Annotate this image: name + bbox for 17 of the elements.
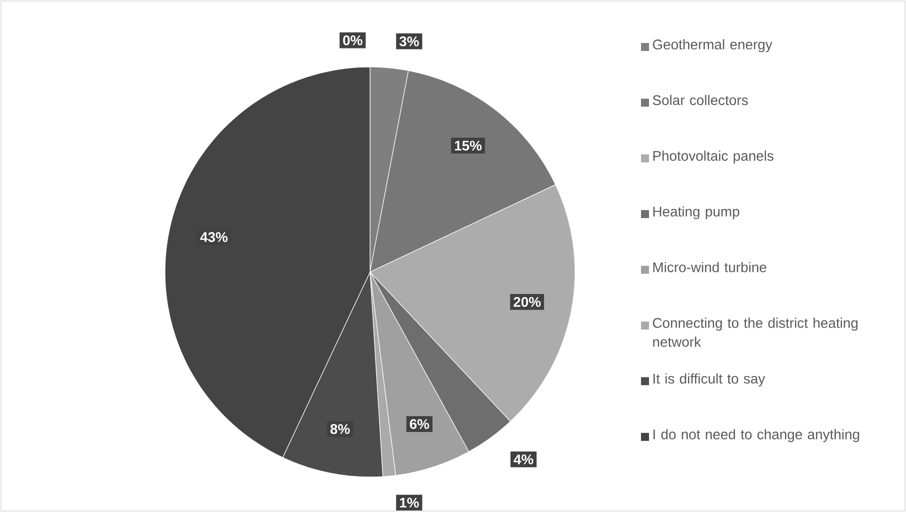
data-label: 8% [330,424,350,434]
data-label: 6% [410,419,430,429]
data-label: 3% [399,36,419,46]
legend-label: Solar collectors [652,94,748,106]
text: 0% [343,35,362,46]
legend-label: Connecting to the district heating network [652,318,858,347]
data-label: 43% [200,232,228,242]
legend-label: It is difficult to say [653,373,766,386]
data-label: 15% [454,140,482,151]
legend-label: I do not need to change anything [653,429,860,442]
data-label: 1% [400,498,419,508]
legend-label: Micro-wind turbine [653,262,766,272]
data-label: 20% [514,297,541,307]
legend-label: Geothermal energy [652,39,772,52]
data-label: 4% [514,454,534,464]
legend-label: Heating pump [653,206,740,220]
legend-label: Photovoltaic panels [653,150,774,164]
